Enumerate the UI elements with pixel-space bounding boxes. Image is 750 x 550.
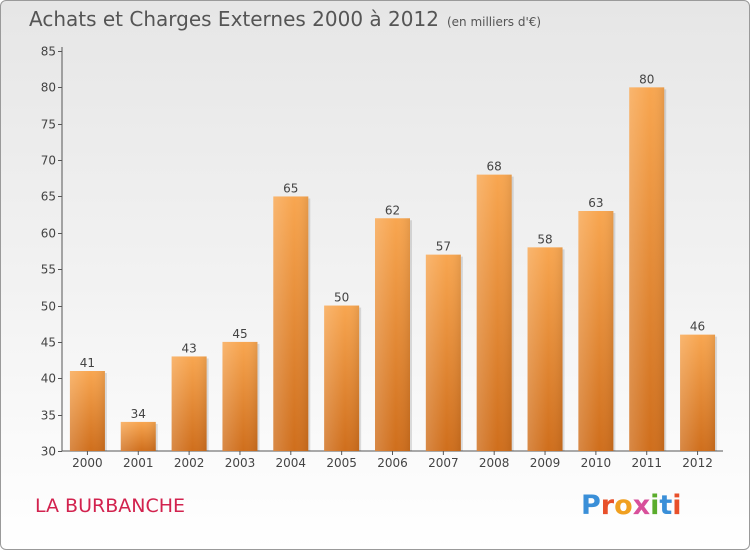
bar-highlight xyxy=(273,196,309,451)
logo-letter: o xyxy=(614,490,633,521)
logo-letter: P xyxy=(581,490,601,521)
axes: 30 35 40 45 50 55 60 65 70 75 80 85 2000 2001 2002 2003… xyxy=(41,45,723,470)
y-tick-label: 55 xyxy=(41,263,56,277)
logo-letter: t xyxy=(659,490,673,521)
y-tick-label: 70 xyxy=(41,154,56,168)
x-tick-label: 2004 xyxy=(276,456,307,470)
bar-highlight xyxy=(578,211,614,451)
bar-highlight xyxy=(680,334,716,451)
value-label: 43 xyxy=(181,341,196,355)
chart-title: Achats et Charges Externes 2000 à 2012 (e… xyxy=(29,7,541,31)
value-label: 34 xyxy=(131,407,146,421)
x-tick-label: 2011 xyxy=(631,456,662,470)
location-label: LA BURBANCHE xyxy=(35,495,186,517)
value-label: 62 xyxy=(385,203,400,217)
bar-highlight xyxy=(324,305,360,451)
x-tick-label: 2007 xyxy=(428,456,459,470)
y-tick-label: 85 xyxy=(41,45,56,59)
proxiti-logo: Proxiti xyxy=(581,490,682,521)
bar-highlight xyxy=(425,254,461,451)
value-label: 45 xyxy=(232,327,247,341)
y-tick-label: 30 xyxy=(41,445,56,459)
y-tick-label: 65 xyxy=(41,190,56,204)
bars xyxy=(69,87,718,452)
y-tick-label: 40 xyxy=(41,372,56,386)
y-tick-label: 60 xyxy=(41,227,56,241)
logo-letter: x xyxy=(632,490,651,521)
bar-highlight xyxy=(120,421,156,451)
bar-highlight xyxy=(476,174,512,452)
value-label: 65 xyxy=(283,181,298,195)
x-tick-label: 2009 xyxy=(530,456,561,470)
bar-highlight xyxy=(527,247,563,451)
x-tick-label: 2003 xyxy=(225,456,256,470)
logo-letter: i xyxy=(650,490,660,521)
x-tick-label: 2012 xyxy=(682,456,713,470)
logo-letter: r xyxy=(600,490,615,521)
x-tick-label: 2006 xyxy=(377,456,408,470)
y-tick-label: 75 xyxy=(41,118,56,132)
value-labels: 41 34 43 45 65 50 62 57 68 58 63 80 46 xyxy=(80,72,705,421)
bar-highlight xyxy=(171,356,207,451)
value-label: 68 xyxy=(487,160,502,174)
x-tick-label: 2002 xyxy=(174,456,205,470)
chart-unit: (en milliers d'€) xyxy=(446,15,542,29)
bar-highlight xyxy=(222,341,258,451)
y-tick-label: 80 xyxy=(41,81,56,95)
x-tick-label: 2001 xyxy=(123,456,154,470)
x-tick-label: 2010 xyxy=(581,456,612,470)
chart-title-text: Achats et Charges Externes 2000 à 2012 xyxy=(29,7,439,31)
value-label: 63 xyxy=(588,196,603,210)
value-label: 41 xyxy=(80,356,95,370)
value-label: 57 xyxy=(436,240,451,254)
value-label: 46 xyxy=(690,320,705,334)
y-tick-label: 35 xyxy=(41,409,56,423)
x-tick-label: 2005 xyxy=(326,456,357,470)
value-label: 58 xyxy=(537,232,552,246)
bar-highlight xyxy=(375,218,410,451)
y-tick-label: 45 xyxy=(41,336,56,350)
x-tick-label: 2008 xyxy=(479,456,510,470)
value-label: 50 xyxy=(334,291,349,305)
bar-highlight xyxy=(69,371,105,451)
bar-highlight xyxy=(629,87,665,451)
logo-letter: i xyxy=(672,490,682,521)
value-label: 80 xyxy=(639,72,654,86)
y-tick-label: 50 xyxy=(41,300,56,314)
x-tick-label: 2000 xyxy=(72,456,103,470)
